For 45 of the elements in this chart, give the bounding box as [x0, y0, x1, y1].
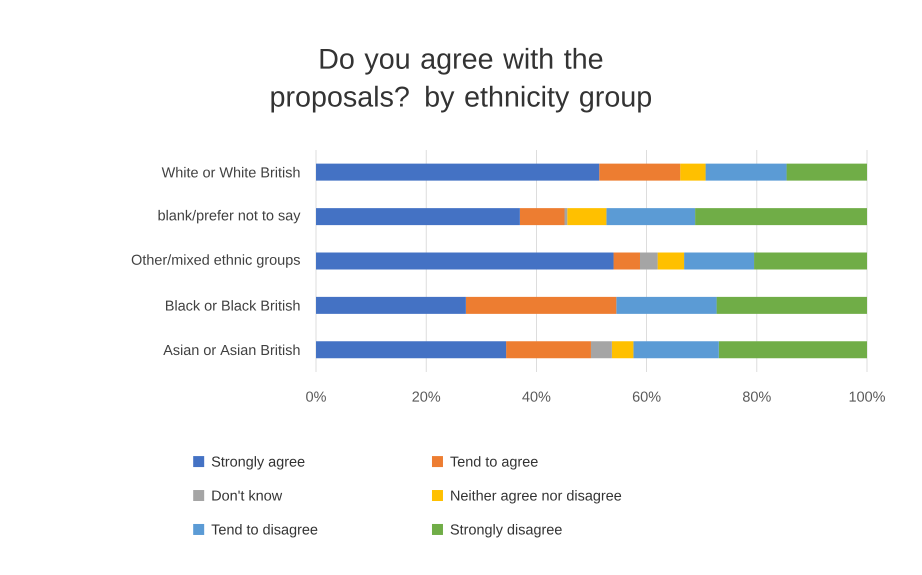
x-tick-label: 20% [412, 392, 440, 402]
bar [633, 341, 719, 358]
y-tick-label: Other/mixed ethnic groups [132, 254, 300, 268]
bar [316, 208, 520, 226]
bar [718, 341, 868, 358]
bar [590, 341, 612, 358]
bar [506, 341, 591, 358]
bar [316, 164, 600, 181]
bar [658, 252, 684, 270]
legend-label: Neither agree nor disagree [451, 490, 622, 504]
legend-label: Don't know [212, 490, 282, 501]
bar [466, 296, 616, 314]
bar [564, 208, 568, 226]
bar [316, 296, 466, 314]
bar [316, 252, 614, 270]
legend-label: Tend to disagree [212, 524, 318, 538]
x-tick-label: 80% [742, 392, 771, 402]
x-tick-label: 60% [632, 392, 661, 402]
bar [612, 341, 634, 358]
legend-label: Strongly disagree [450, 524, 562, 538]
y-tick-label: blank/prefer not to say [158, 210, 300, 224]
legend-label: Tend to agree [450, 456, 538, 470]
chart-title: Do you agree with the proposals? by ethnicity group [271, 48, 652, 112]
bar [706, 164, 787, 181]
y-tick-label: White or White British [162, 166, 300, 178]
bar [316, 341, 506, 358]
bar [716, 296, 868, 314]
x-tick-label: 100% [850, 392, 885, 402]
x-tick-label: 40% [522, 392, 550, 402]
bar [680, 164, 706, 181]
bar [754, 252, 868, 270]
bar [684, 252, 754, 270]
bar [614, 252, 640, 270]
y-tick-label: Asian or Asian British [163, 344, 300, 356]
bar [567, 208, 606, 226]
bar [695, 208, 868, 226]
bar [786, 164, 868, 181]
legend-label: Strongly agree [212, 456, 304, 470]
bar [520, 208, 565, 226]
bar [599, 164, 680, 181]
x-tick-label: 0% [306, 392, 326, 402]
y-tick-label: Black or Black British [166, 300, 300, 311]
bar [640, 252, 658, 270]
bar [616, 296, 717, 314]
bar [606, 208, 696, 226]
